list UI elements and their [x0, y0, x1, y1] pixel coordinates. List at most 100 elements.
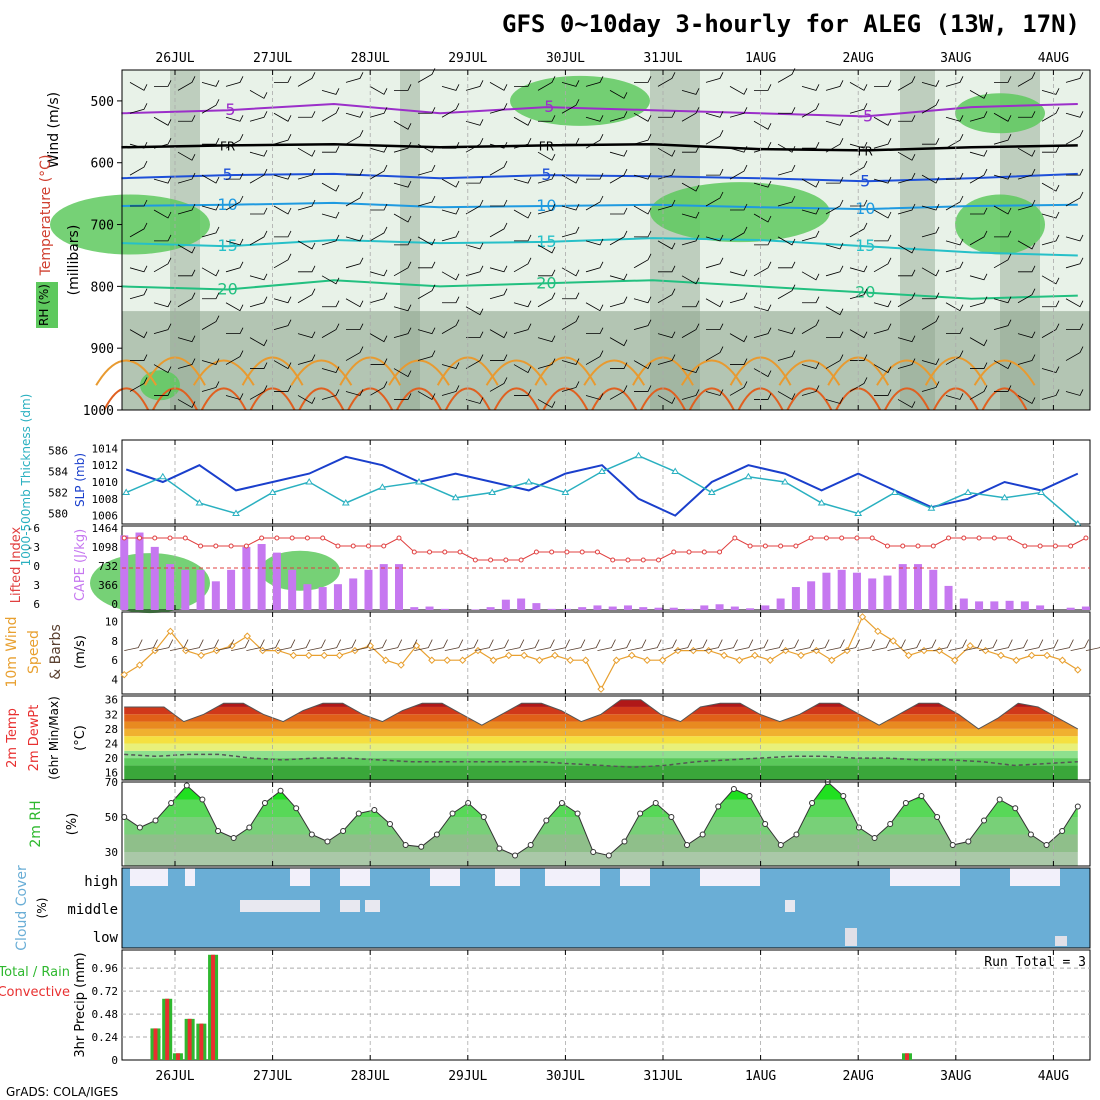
wind-barb — [634, 385, 652, 392]
contour-label: 10 — [536, 196, 556, 215]
wind-barb — [249, 230, 268, 246]
wind-barb-10m — [688, 639, 708, 651]
thickness-marker — [378, 483, 387, 490]
wind-barb — [417, 143, 436, 153]
li-marker — [778, 543, 784, 549]
wind-barb — [1065, 389, 1084, 396]
wind-barb-10m — [887, 639, 906, 651]
wind-barb — [921, 315, 940, 330]
thickness-marker — [634, 451, 643, 459]
wind-barb — [849, 222, 868, 238]
wind-barb — [489, 103, 508, 114]
wind-barb — [586, 327, 604, 335]
wind-barb — [705, 191, 724, 207]
wind-barb — [514, 234, 532, 242]
li-marker — [121, 535, 127, 541]
wind-barb — [609, 230, 628, 246]
rh-marker — [215, 828, 222, 834]
wind-marker — [674, 646, 682, 655]
wind-barb — [970, 207, 988, 215]
wind-barb — [969, 230, 988, 246]
li-marker — [365, 543, 371, 549]
wind-barb — [418, 261, 436, 269]
wind-barb — [249, 150, 268, 157]
li-tick-label: -6 — [27, 522, 40, 535]
li-marker — [1083, 535, 1089, 541]
wind-barb — [610, 362, 628, 369]
rh-marker — [558, 800, 565, 806]
pressure-panel: 1006 1008 1010 1012 1014 580 582 584 586 1000-500… — [19, 394, 1091, 566]
wind-barb — [921, 99, 940, 114]
wind-barb — [298, 265, 316, 273]
wind-barb-10m — [383, 639, 403, 651]
li-marker — [503, 557, 509, 563]
wind-barb — [394, 238, 412, 246]
li-marker — [564, 549, 570, 555]
wind-barb — [561, 358, 580, 366]
wind-barb — [225, 393, 244, 400]
wind-barb — [465, 265, 484, 277]
date-label-top: 26JUL — [155, 51, 194, 66]
thickness-marker — [305, 478, 314, 485]
wind-barb-10m — [734, 639, 754, 651]
wind-barb — [1066, 168, 1084, 176]
wind-barb — [658, 265, 676, 273]
cape-bar — [685, 608, 694, 610]
wind-barb — [225, 134, 244, 149]
rh-marker — [308, 831, 315, 838]
thickness-marker — [561, 488, 570, 495]
cape-bar — [730, 606, 739, 610]
thickness-marker — [524, 478, 533, 485]
wind-barb-10m — [353, 639, 372, 651]
cape-bar — [807, 581, 816, 610]
wind-barb — [274, 385, 292, 392]
wind-barb — [657, 199, 676, 211]
contour-30 — [493, 387, 540, 411]
wind-barb — [561, 174, 580, 184]
wind-barb — [897, 203, 916, 215]
wind-barb — [250, 362, 268, 369]
wind-barb — [369, 146, 388, 153]
wind-barb — [609, 150, 628, 157]
li-tick-label: 0 — [33, 560, 40, 573]
slp-tick-label: 1010 — [92, 476, 119, 489]
wind-barb — [201, 315, 220, 330]
li-marker — [1068, 543, 1074, 549]
rh-marker — [793, 831, 800, 838]
wind-barb — [129, 377, 148, 392]
wind-barb — [489, 222, 508, 238]
rh-marker — [715, 803, 722, 810]
wind-barb-10m — [856, 639, 876, 651]
li-marker — [701, 549, 707, 555]
ylabel-temp-b: 2m DewPt — [27, 705, 42, 772]
wind-barb — [177, 358, 196, 369]
wind-barb — [849, 142, 868, 149]
wind-barb — [825, 397, 844, 404]
li-marker — [228, 543, 234, 549]
wind-barb — [345, 389, 364, 396]
wind-barb — [298, 111, 316, 118]
wind-barb — [417, 391, 436, 401]
rh-marker — [433, 831, 440, 838]
thickness-marker — [415, 478, 423, 485]
wind-barb — [705, 298, 724, 308]
wind-barb — [201, 358, 220, 366]
date-label-top: 29JUL — [448, 51, 487, 66]
wind-barb — [441, 178, 460, 188]
wind-barb — [729, 107, 748, 118]
wind-barb — [297, 288, 316, 304]
li-marker — [839, 535, 845, 541]
wind-barb — [777, 143, 796, 153]
wind-tick-label: 4 — [111, 674, 118, 687]
rh-marker — [902, 800, 909, 806]
wind-barb — [225, 350, 244, 365]
panel-frame — [121, 439, 1091, 525]
cloud-row-label: low — [93, 930, 119, 946]
contour--5 — [121, 102, 1078, 118]
wind-barb — [754, 238, 772, 246]
wind-barb — [537, 335, 556, 343]
wind-marker — [135, 661, 144, 669]
thickness-marker — [744, 472, 753, 480]
cape-bar — [501, 599, 510, 610]
wind-marker — [658, 656, 667, 664]
